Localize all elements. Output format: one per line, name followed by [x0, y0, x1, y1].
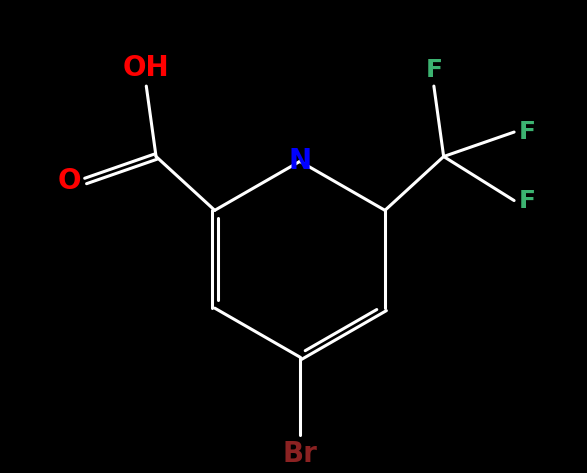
Text: N: N: [288, 148, 312, 175]
Text: F: F: [519, 120, 536, 144]
Text: F: F: [426, 58, 443, 82]
Text: O: O: [57, 167, 81, 195]
Text: Br: Br: [282, 440, 318, 468]
Text: OH: OH: [123, 54, 170, 82]
Text: F: F: [519, 189, 536, 212]
